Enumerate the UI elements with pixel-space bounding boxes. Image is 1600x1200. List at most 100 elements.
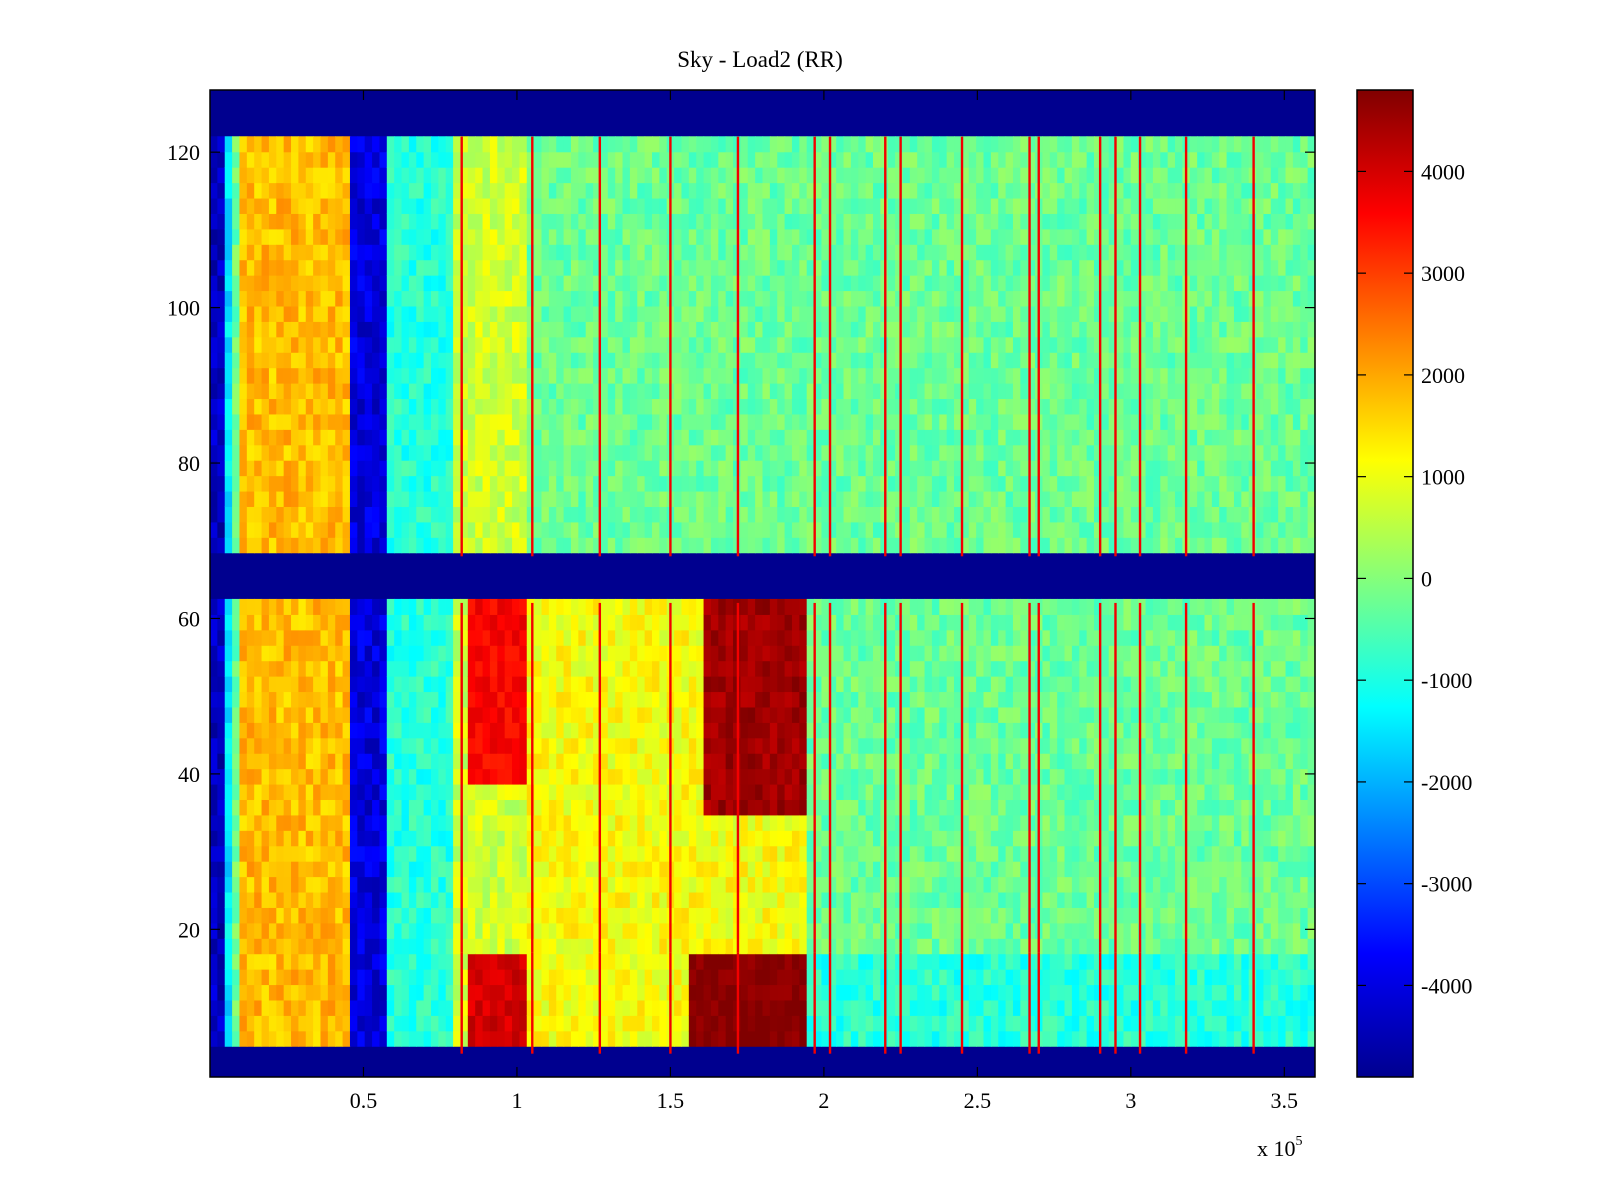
heatmap-cell [246, 753, 255, 770]
heatmap-cell [814, 167, 823, 184]
heatmap-cell [777, 691, 786, 708]
heatmap-cell [210, 167, 218, 184]
heatmap-cell [438, 676, 447, 693]
heatmap-cell [460, 197, 469, 214]
heatmap-cell [769, 876, 778, 893]
heatmap-cell [828, 228, 837, 245]
heatmap-cell [349, 737, 358, 754]
heatmap-cell [401, 953, 410, 970]
heatmap-cell [607, 676, 616, 693]
heatmap-cell [291, 136, 299, 153]
heatmap-cell [725, 969, 734, 986]
heatmap-cell [652, 1015, 660, 1032]
heatmap-cell [556, 213, 565, 230]
heatmap-cell [460, 814, 469, 831]
heatmap-cell [784, 413, 793, 430]
heatmap-cell [335, 768, 344, 785]
heatmap-cell [622, 167, 631, 184]
heatmap-cell [438, 321, 447, 338]
heatmap-cell [489, 629, 498, 646]
heatmap-cell [622, 537, 631, 554]
heatmap-cell [313, 891, 322, 908]
heatmap-cell [239, 691, 248, 708]
heatmap-cell [246, 984, 255, 1001]
heatmap-cell [217, 629, 226, 646]
heatmap-cell [423, 1015, 432, 1032]
heatmap-cell [703, 475, 712, 492]
heatmap-cell [725, 521, 734, 538]
heatmap-cell [349, 814, 358, 831]
heatmap-cell [556, 799, 565, 816]
heatmap-cell [806, 691, 815, 708]
heatmap-cell [850, 645, 859, 662]
heatmap-cell [652, 383, 660, 400]
heatmap-cell [445, 691, 454, 708]
heatmap-cell [777, 228, 786, 245]
heatmap-cell [563, 383, 572, 400]
heatmap-cell [828, 490, 837, 507]
heatmap-cell [526, 814, 535, 831]
heatmap-cell [298, 984, 307, 1001]
heatmap-cell [305, 275, 314, 292]
heatmap-cell [740, 290, 749, 307]
heatmap-cell [210, 182, 218, 199]
heatmap-cell [386, 706, 395, 723]
heatmap-cell [342, 136, 351, 153]
heatmap-cell [357, 305, 366, 322]
heatmap-cell [688, 614, 697, 631]
heatmap-cell [335, 197, 344, 214]
heatmap-cell [821, 151, 830, 168]
heatmap-cell [239, 213, 248, 230]
heatmap-cell [232, 845, 241, 862]
heatmap-cell [637, 537, 646, 554]
heatmap-cell [239, 336, 248, 353]
heatmap-cell [747, 645, 756, 662]
heatmap-cell [394, 136, 403, 153]
heatmap-cell [210, 614, 218, 631]
heatmap-cell [512, 151, 520, 168]
heatmap-cell [305, 197, 314, 214]
heatmap-cell [239, 783, 248, 801]
heatmap-cell [740, 367, 749, 384]
heatmap-cell [784, 645, 793, 662]
heatmap-cell [423, 413, 432, 430]
heatmap-cell [755, 783, 764, 801]
heatmap-cell [246, 321, 255, 338]
heatmap-cell [254, 290, 263, 307]
heatmap-cell [327, 706, 336, 723]
heatmap-cell [696, 645, 705, 662]
heatmap-cell [607, 213, 616, 230]
heatmap-cell [453, 429, 462, 446]
heatmap-cell [747, 1015, 756, 1032]
heatmap-cell [688, 783, 697, 801]
heatmap-cell [497, 660, 506, 677]
heatmap-cell [268, 521, 277, 538]
heatmap-cell [629, 676, 638, 693]
heatmap-cell [408, 136, 417, 153]
heatmap-cell [217, 861, 226, 878]
heatmap-cell [769, 167, 778, 184]
heatmap-cell [821, 398, 830, 415]
heatmap-cell [291, 460, 299, 477]
heatmap-cell [313, 1030, 322, 1047]
heatmap-cell [644, 999, 653, 1016]
heatmap-cell [777, 783, 786, 801]
heatmap-cell [858, 521, 867, 538]
heatmap-cell [475, 228, 484, 245]
heatmap-cell [710, 197, 719, 214]
heatmap-cell [828, 429, 837, 446]
heatmap-cell [600, 182, 609, 199]
heatmap-cell [740, 845, 749, 862]
heatmap-cell [593, 475, 602, 492]
heatmap-cell [526, 753, 535, 770]
heatmap-cell [408, 676, 417, 693]
heatmap-cell [799, 645, 808, 662]
heatmap-cell [445, 753, 454, 770]
heatmap-cell [386, 290, 395, 307]
heatmap-cell [637, 506, 646, 523]
heatmap-cell [401, 383, 410, 400]
heatmap-cell [585, 475, 594, 492]
heatmap-cell [489, 722, 498, 739]
heatmap-cell [364, 629, 373, 646]
heatmap-cell [784, 737, 793, 754]
